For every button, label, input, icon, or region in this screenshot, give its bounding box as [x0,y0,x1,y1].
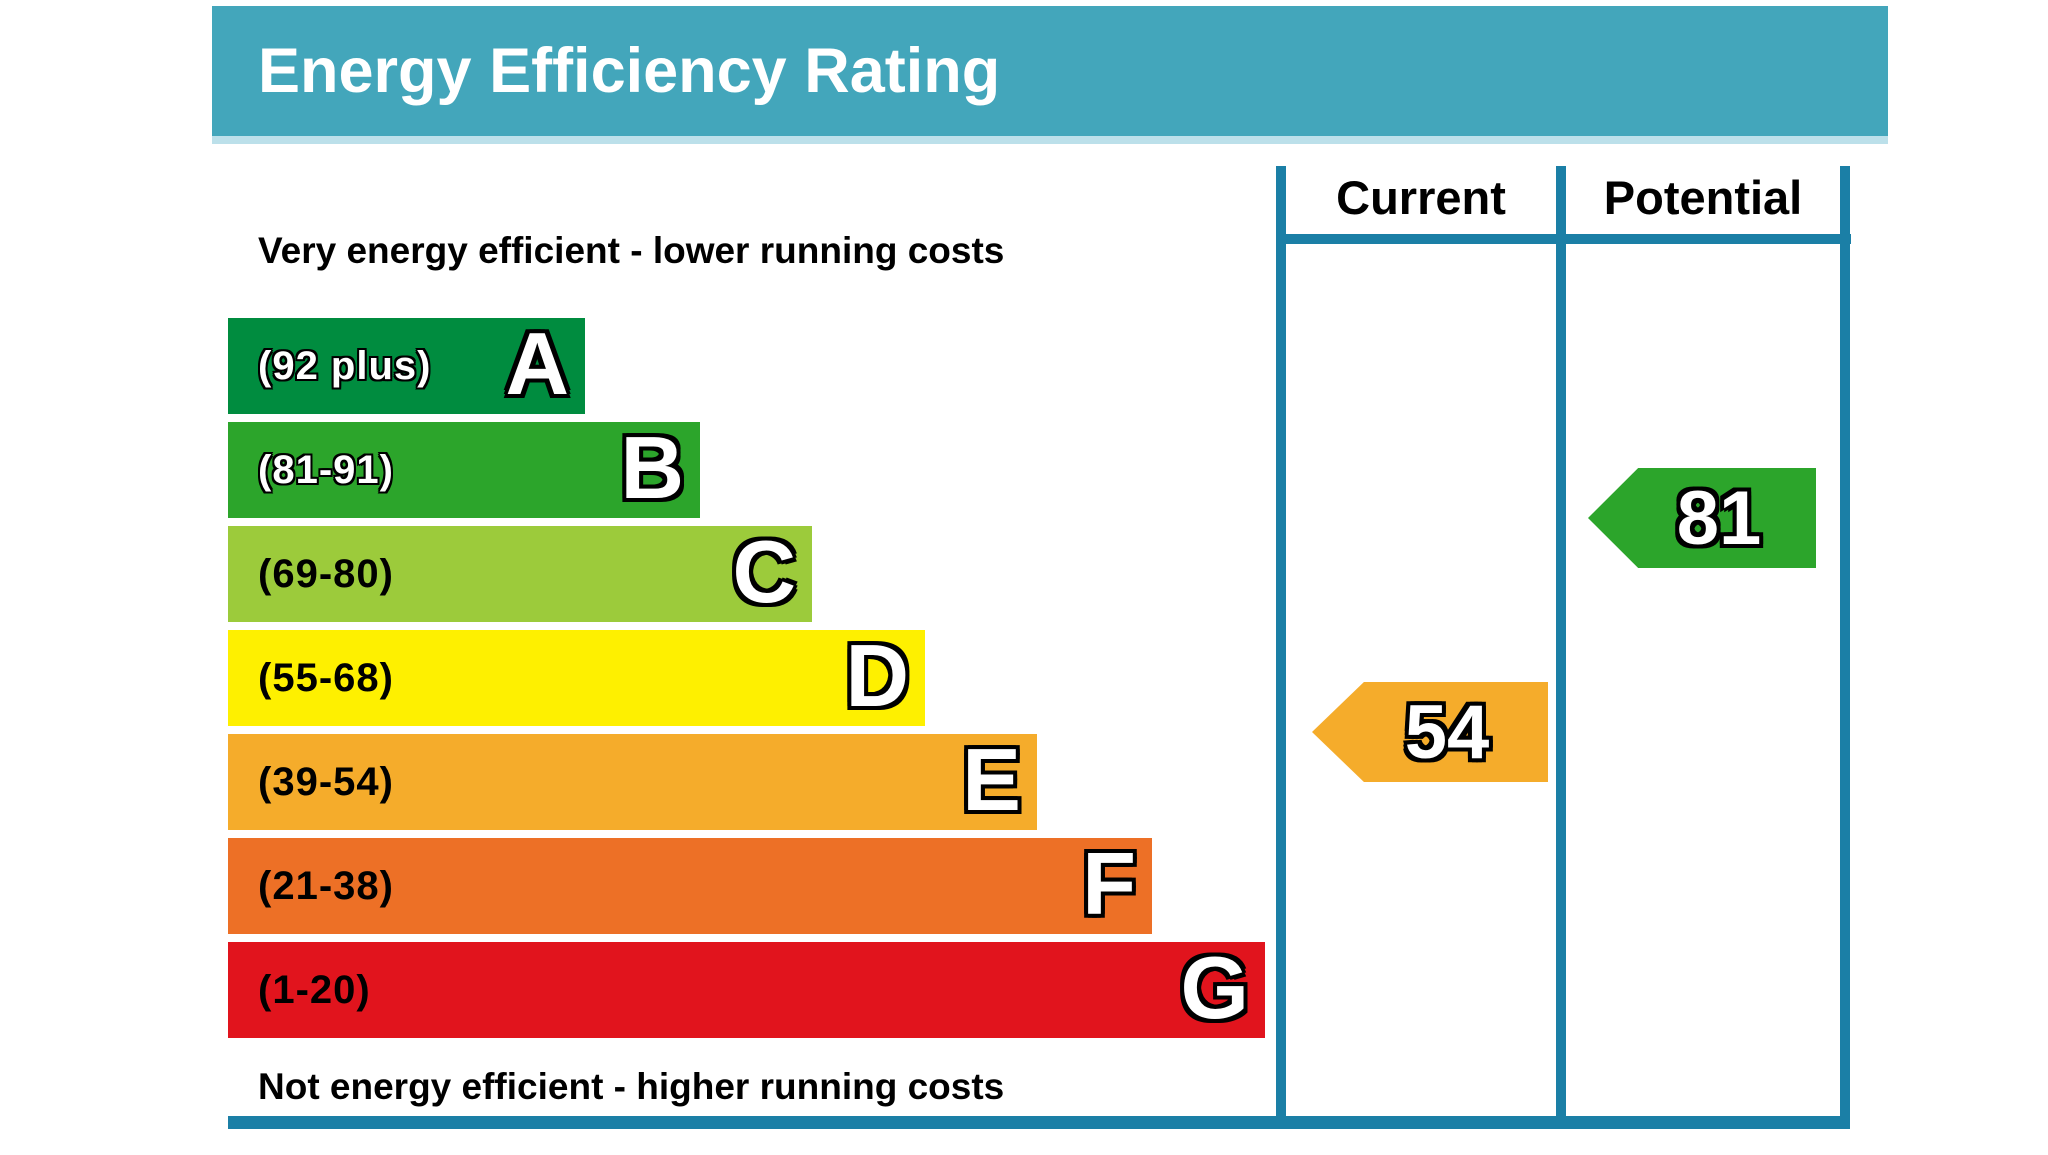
band-range-label-d: (55-68) [258,655,394,700]
band-row-d: (55-68) D [228,626,925,726]
band-row-b: (81-91) B [228,418,700,518]
current-rating-arrow: 54 [1312,682,1548,782]
band-range-label-c: (69-80) [258,551,394,596]
band-range-label-f: (21-38) [258,863,394,908]
band-letter-f: F [1082,834,1136,934]
table-border-right [1840,166,1850,1116]
band-row-g: (1-20) G [228,938,1265,1038]
column-header-current: Current [1336,171,1506,224]
table-border-left [1276,166,1286,1116]
table-header-underline [1276,234,1851,244]
band-letter-e: E [962,730,1021,830]
potential-rating-value: 81 [1676,475,1762,561]
band-range-label-g: (1-20) [258,967,371,1012]
band-range-label-b: (81-91) [258,447,394,492]
band-row-f: (21-38) F [228,834,1152,934]
band-range-label-e: (39-54) [258,759,394,804]
band-row-c: (69-80) C [228,522,812,622]
column-header-potential: Potential [1603,171,1803,224]
band-letter-c: C [732,522,796,622]
band-row-e: (39-54) E [228,730,1037,830]
potential-rating-arrow: 81 [1588,468,1816,568]
chart-header: Energy Efficiency Rating [212,6,1888,144]
band-letter-b: B [620,418,684,518]
page-title: Energy Efficiency Rating [258,36,1001,106]
caption-very-efficient: Very energy efficient - lower running co… [258,230,1005,271]
band-letter-a: A [505,314,569,414]
current-rating-value: 54 [1404,689,1490,775]
caption-not-efficient: Not energy efficient - higher running co… [258,1066,1005,1107]
band-letter-g: G [1180,938,1249,1038]
chart-bottom-border [228,1116,1850,1129]
band-range-label-a: (92 plus) [258,343,432,388]
band-row-a: (92 plus) A [228,314,585,414]
table-column-divider [1556,166,1566,1116]
band-letter-d: D [845,626,909,726]
